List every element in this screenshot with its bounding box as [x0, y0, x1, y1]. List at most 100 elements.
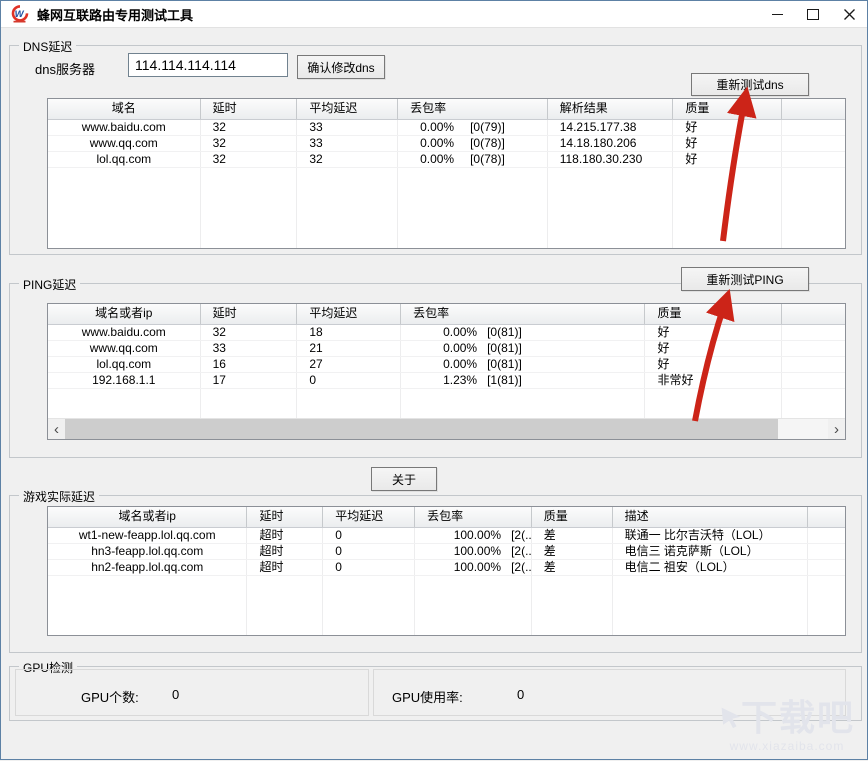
table-empty-area — [48, 168, 845, 248]
dns-table-header: 域名 延时 平均延迟 丢包率 解析结果 质量 — [48, 99, 845, 120]
scroll-left-button[interactable]: ‹ — [54, 420, 59, 438]
loss-percent: 0.00% — [420, 136, 455, 150]
table-row[interactable]: lol.qq.com 16 27 0.00% [0(81)] 好 — [48, 357, 845, 373]
column-header-delay[interactable]: 延时 — [201, 99, 298, 119]
dns-server-input[interactable] — [128, 53, 288, 77]
column-header-domain[interactable]: 域名 — [48, 99, 201, 119]
gpu-count-panel — [15, 669, 369, 716]
cell-avg: 32 — [297, 152, 399, 167]
retest-ping-button[interactable]: 重新测试PING — [681, 267, 809, 291]
cell-delay: 32 — [201, 120, 298, 135]
cell-quality: 非常好 — [645, 373, 783, 388]
column-header-quality[interactable]: 质量 — [532, 507, 613, 527]
cell-loss: 0.00% [0(78)] — [398, 152, 548, 167]
cell-result: 118.180.30.230 — [548, 152, 674, 167]
maximize-button[interactable] — [795, 1, 831, 27]
cell-host: lol.qq.com — [48, 357, 201, 372]
confirm-dns-change-button[interactable]: 确认修改dns — [297, 55, 385, 79]
dns-delay-group: DNS延迟 — [9, 38, 862, 255]
minimize-button[interactable] — [759, 1, 795, 27]
cell-host: www.baidu.com — [48, 325, 201, 340]
cell-host: hn3-feapp.lol.qq.com — [48, 544, 248, 559]
retest-dns-button[interactable]: 重新测试dns — [691, 73, 809, 96]
svg-text:W: W — [15, 9, 25, 20]
loss-percent: 0.00% — [443, 325, 478, 339]
column-header-desc[interactable]: 描述 — [613, 507, 809, 527]
gpu-detect-group: GPU检测 — [9, 659, 862, 721]
maximize-icon — [807, 8, 819, 20]
column-header-result[interactable]: 解析结果 — [548, 99, 674, 119]
table-row[interactable]: www.baidu.com 32 33 0.00% [0(79)] 14.215.… — [48, 120, 845, 136]
cell-delay: 32 — [201, 325, 298, 340]
table-row[interactable]: www.qq.com 32 33 0.00% [0(78)] 14.18.180.… — [48, 136, 845, 152]
table-row[interactable]: wt1-new-feapp.lol.qq.com 超时 0 100.00% [2(… — [48, 528, 845, 544]
cell-host: wt1-new-feapp.lol.qq.com — [48, 528, 248, 543]
about-button[interactable]: 关于 — [371, 467, 437, 491]
column-header-quality[interactable]: 质量 — [645, 304, 783, 324]
cell-delay: 32 — [201, 136, 298, 151]
loss-detail: [0(81)] — [487, 325, 522, 339]
column-header-quality[interactable]: 质量 — [673, 99, 783, 119]
loss-detail: [1(81)] — [487, 373, 522, 387]
column-header-host[interactable]: 域名或者ip — [48, 507, 248, 527]
table-row[interactable]: hn3-feapp.lol.qq.com 超时 0 100.00%[2(... … — [48, 544, 845, 560]
cell-quality: 差 — [532, 528, 613, 543]
ping-results-table: 域名或者ip 延时 平均延迟 丢包率 质量 www.baidu.com 32 1… — [47, 303, 846, 440]
cell-host: hn2-feapp.lol.qq.com — [48, 560, 248, 575]
column-header-avg-delay[interactable]: 平均延迟 — [297, 99, 399, 119]
close-button[interactable] — [831, 1, 867, 27]
cell-domain: www.qq.com — [48, 136, 201, 151]
cell-host: 192.168.1.1 — [48, 373, 201, 388]
column-header-loss[interactable]: 丢包率 — [398, 99, 548, 119]
gpu-usage-label: GPU使用率: — [392, 690, 463, 705]
column-header-delay[interactable]: 延时 — [201, 304, 298, 324]
dns-server-label: dns服务器 — [35, 62, 95, 77]
cell-loss: 100.00% [2(... — [415, 544, 532, 559]
cell-avg: 21 — [297, 341, 402, 356]
loss-percent: 0.00% — [443, 341, 478, 355]
scrollbar-track[interactable] — [65, 419, 828, 439]
cursor-arrow-icon — [721, 707, 741, 729]
cell-desc: 电信二 祖安（LOL） — [613, 560, 809, 575]
column-header-host[interactable]: 域名或者ip — [48, 304, 201, 324]
cell-empty — [782, 152, 845, 167]
table-row[interactable]: www.baidu.com 32 18 0.00% [0(81)] 好 — [48, 325, 845, 341]
game-delay-group: 游戏实际延迟 — [9, 488, 862, 653]
horizontal-scrollbar[interactable]: ‹ › — [48, 418, 845, 439]
loss-percent: 0.00% — [420, 120, 455, 134]
scroll-right-button[interactable]: › — [834, 420, 839, 438]
table-empty-area — [48, 389, 845, 418]
cell-desc: 电信三 诺克萨斯（LOL） — [613, 544, 809, 559]
cell-delay: 超时 — [247, 528, 324, 543]
column-header-loss[interactable]: 丢包率 — [415, 507, 532, 527]
column-header-avg-delay[interactable]: 平均延迟 — [323, 507, 416, 527]
table-row[interactable]: lol.qq.com 32 32 0.00% [0(78)] 118.180.30… — [48, 152, 845, 168]
cell-loss: 100.00% [2(... — [415, 528, 532, 543]
ping-table-header: 域名或者ip 延时 平均延迟 丢包率 质量 — [48, 304, 845, 325]
table-row[interactable]: hn2-feapp.lol.qq.com 超时 0 100.00%[2(... … — [48, 560, 845, 576]
column-header-loss[interactable]: 丢包率 — [401, 304, 646, 324]
cell-empty — [808, 544, 845, 559]
dns-group-label: DNS延迟 — [19, 38, 77, 55]
scrollbar-thumb[interactable] — [65, 419, 779, 439]
game-results-table: 域名或者ip 延时 平均延迟 丢包率 质量 描述 wt1-new-feapp.l… — [47, 506, 846, 636]
loss-percent: 0.00% — [443, 357, 478, 371]
loss-percent: 100.00% — [453, 544, 502, 558]
game-group-label: 游戏实际延迟 — [19, 488, 100, 505]
cell-quality: 好 — [673, 136, 783, 151]
table-row[interactable]: 192.168.1.1 17 0 1.23% [1(81)] 非常好 — [48, 373, 845, 389]
watermark-text: 下载吧 — [740, 697, 855, 739]
cell-domain: lol.qq.com — [48, 152, 201, 167]
column-header-avg-delay[interactable]: 平均延迟 — [297, 304, 402, 324]
cell-result: 14.215.177.38 — [548, 120, 674, 135]
dns-results-table: 域名 延时 平均延迟 丢包率 解析结果 质量 www.baidu.com 32 … — [47, 98, 846, 249]
loss-detail: [2(... — [511, 544, 532, 558]
column-header-delay[interactable]: 延时 — [247, 507, 324, 527]
table-row[interactable]: www.qq.com 33 21 0.00% [0(81)] 好 — [48, 341, 845, 357]
cell-delay: 超时 — [247, 560, 324, 575]
ping-delay-group: PING延迟 — [9, 276, 862, 458]
cell-avg: 33 — [297, 136, 399, 151]
cell-avg: 0 — [323, 560, 416, 575]
close-icon — [843, 8, 855, 20]
